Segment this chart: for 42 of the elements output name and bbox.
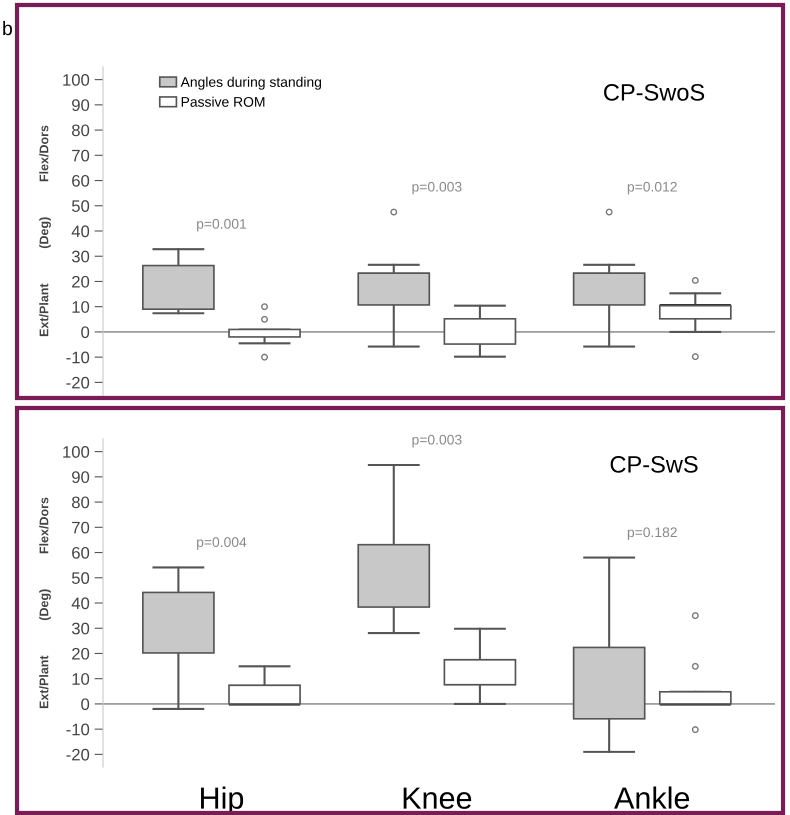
x-tick-label: Ankle (614, 786, 690, 809)
y-tick-label: 100 (63, 74, 90, 86)
y-tick-label: 50 (72, 200, 90, 212)
annotation: p=0.001 (197, 218, 246, 232)
y-tick-label: 80 (72, 496, 90, 508)
text: b (3, 20, 12, 36)
y-tick-label: -10 (66, 352, 90, 364)
y-tick-label: 50 (72, 572, 90, 584)
y-tick-label: -10 (66, 724, 90, 736)
y-tick-label: 10 (72, 673, 90, 685)
y-tick-label: 10 (72, 301, 90, 313)
y-tick-label: 100 (63, 446, 90, 458)
y-tick-label: 60 (72, 546, 90, 559)
x-tick-label: Hip (201, 786, 244, 815)
y-axis-title: Ext/Plant (Deg) Flex/Dors (39, 498, 51, 708)
y-tick-label: 20 (72, 648, 90, 660)
y-axis-title: Ext/Plant (Deg) Flex/Dors (39, 126, 51, 336)
annotation: p=0.012 (628, 182, 677, 194)
annotation: p=0.003 (412, 434, 462, 448)
y-tick-label: 80 (72, 124, 90, 136)
y-tick-label: -20 (66, 376, 90, 389)
y-tick-label: 40 (72, 225, 90, 238)
y-tick-label: 40 (72, 597, 90, 610)
y-tick-label: 0 (81, 326, 90, 338)
text: CP-SwS (610, 456, 698, 473)
y-tick-label: 30 (72, 250, 90, 262)
text: CP-SwoS (604, 84, 704, 101)
y-tick-label: 90 (72, 471, 90, 484)
annotation: p=0.004 (197, 537, 246, 550)
y-tick-label: 70 (72, 150, 90, 162)
y-tick-label: 20 (72, 276, 90, 288)
y-tick-label: 70 (72, 522, 90, 534)
y-tick-label: -20 (66, 748, 90, 761)
legend-label: Passive ROM (182, 96, 264, 107)
annotation: p=0.182 (628, 527, 677, 540)
legend-label: Angles during standing (180, 76, 322, 90)
x-tick-label: Knee (404, 788, 472, 809)
annotation: p=0.003 (412, 182, 462, 194)
y-tick-label: 0 (81, 698, 90, 710)
y-tick-label: 60 (72, 174, 90, 187)
y-tick-label: 90 (72, 99, 90, 112)
y-tick-label: 30 (72, 622, 90, 634)
